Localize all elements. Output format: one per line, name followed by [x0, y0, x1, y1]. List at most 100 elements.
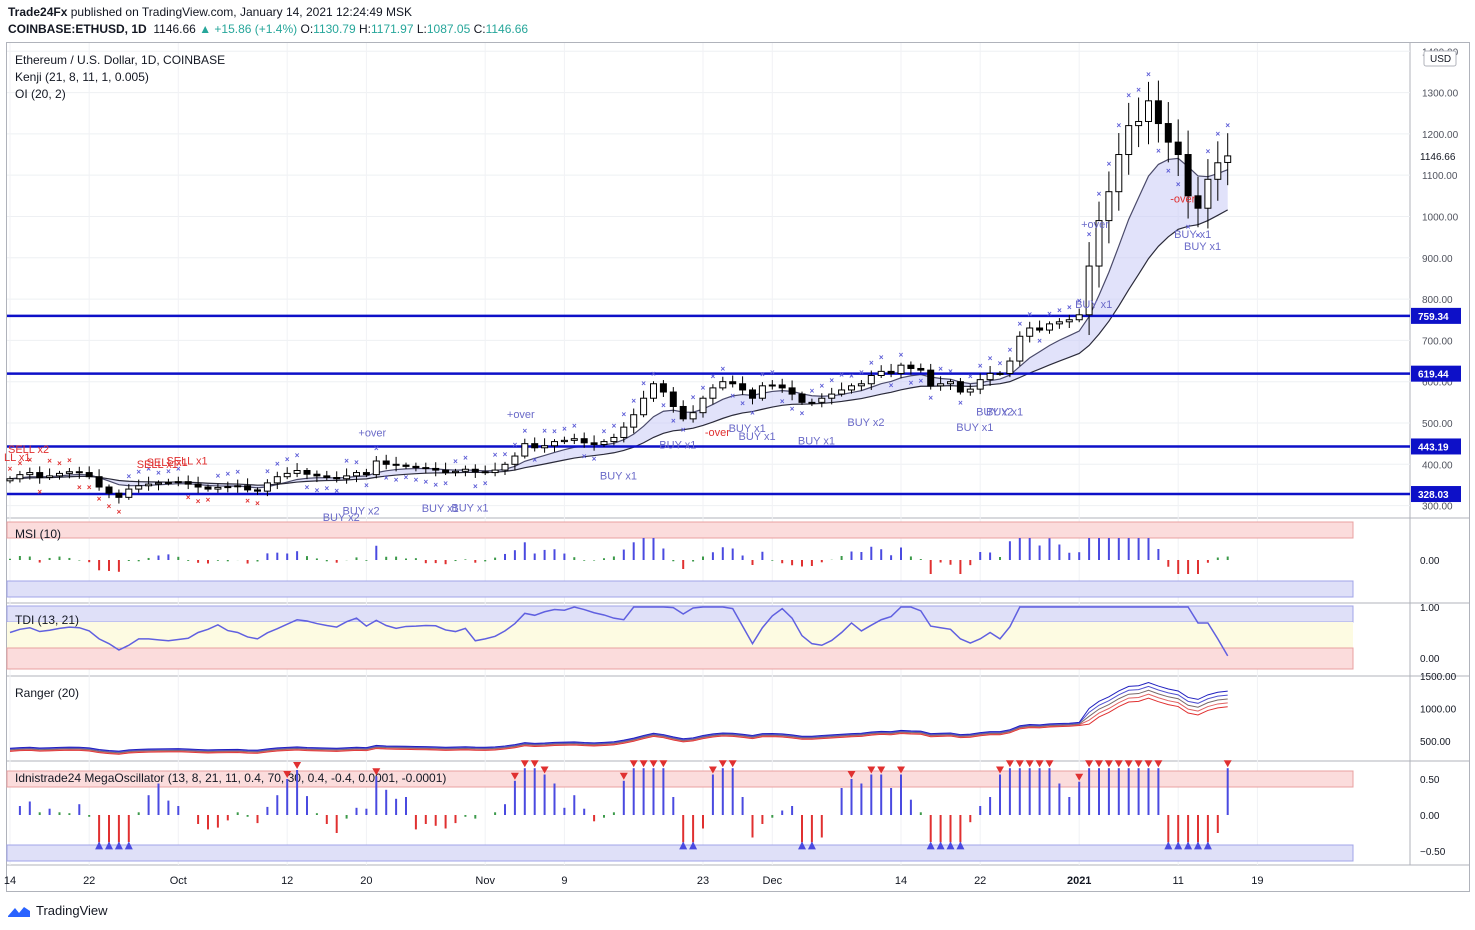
ranger-line — [9, 697, 1228, 755]
buy-signal-label: BUY x1 — [739, 431, 776, 443]
price-tick-label: 1200.00 — [1422, 130, 1459, 141]
currency-badge — [1423, 50, 1457, 67]
candle-body — [313, 473, 321, 477]
tdi-tick-label: 1.00 — [1420, 603, 1440, 614]
candle-body — [1085, 265, 1093, 316]
mega-pane-title: Idnistrade24 MegaOscillator (13, 8, 21, … — [15, 771, 446, 785]
signal-cross-marker: × — [631, 397, 636, 406]
signal-cross-marker: × — [819, 381, 824, 390]
mega-sell-triangle-icon — [728, 760, 737, 768]
chart-frame[interactable] — [6, 42, 1470, 892]
over-label: -over — [705, 427, 730, 439]
price-level-badge — [1411, 365, 1461, 382]
candle-body — [877, 370, 885, 377]
signal-cross-marker: × — [1116, 121, 1121, 130]
signal-cross-marker: × — [1017, 319, 1022, 328]
candle-body — [95, 476, 103, 488]
buy-signal-label: BUY x1 — [986, 406, 1023, 418]
signal-cross-marker: × — [1196, 231, 1201, 240]
signal-cross-marker: × — [562, 425, 567, 434]
candle-body — [828, 393, 836, 399]
signal-cross-marker: × — [265, 467, 270, 476]
signal-cross-marker: × — [285, 455, 290, 464]
candle-body — [461, 468, 469, 472]
mega-sell-triangle-icon — [1223, 760, 1232, 768]
mega-buy-triangle-icon — [95, 841, 104, 850]
mega-buy-triangle-icon — [956, 841, 965, 850]
signal-cross-marker: × — [701, 384, 706, 393]
signal-cross-marker: × — [1136, 86, 1141, 95]
candle-body — [214, 486, 222, 490]
low-value: 1087.05 — [426, 22, 471, 36]
signal-cross-marker: × — [1067, 303, 1072, 312]
candle-body — [194, 483, 202, 488]
mega-buy-triangle-icon — [1203, 841, 1212, 850]
mega-sell-triangle-icon — [996, 766, 1004, 774]
signal-cross-marker: × — [1097, 190, 1102, 199]
candle-body — [303, 470, 311, 475]
candle-body — [323, 475, 331, 479]
ranger-line — [9, 681, 1228, 752]
candle-body — [333, 477, 341, 480]
candle-body — [283, 472, 291, 478]
signal-cross-marker: × — [176, 465, 181, 474]
signal-cross-marker: × — [730, 391, 735, 400]
mega-sell-triangle-icon — [1104, 760, 1113, 768]
mega-buy-triangle-icon — [798, 841, 806, 850]
ranger-pane-title: Ranger (20) — [15, 686, 79, 700]
signal-cross-marker: × — [1008, 345, 1013, 354]
ranger-line — [9, 689, 1228, 754]
signal-cross-marker: × — [532, 456, 537, 465]
mega-sell-triangle-icon — [877, 766, 886, 774]
chart-canvas[interactable]: 300.00 400.00 500.00 600.00 700.00 800.00 900.… — [0, 0, 1475, 895]
signal-cross-marker: × — [790, 404, 795, 413]
footer-brand[interactable]: TradingView — [36, 903, 108, 918]
mega-sell-triangle-icon — [1025, 760, 1034, 768]
signal-cross-marker: × — [1077, 297, 1082, 306]
price-level-label: 328.03 — [1418, 490, 1449, 501]
candle-body — [729, 381, 737, 385]
signal-cross-marker: × — [552, 427, 557, 436]
mega-buy-triangle-icon — [124, 841, 133, 850]
signal-cross-marker: × — [513, 440, 518, 449]
time-tick-label: 11 — [1172, 875, 1183, 887]
time-tick-label: Nov — [475, 875, 495, 887]
sell-signal-label: SELL x1 — [147, 457, 188, 469]
buy-signal-label: BUY x1 — [1075, 299, 1112, 311]
candle-body — [907, 364, 915, 369]
footer: TradingView — [8, 903, 108, 918]
mega-sell-triangle-icon — [867, 766, 876, 774]
candle-body — [65, 471, 73, 474]
signal-cross-marker: × — [889, 381, 894, 390]
candle-body — [758, 385, 766, 399]
candle-body — [679, 405, 687, 420]
sell-signal-label: SELL x1 — [166, 455, 207, 467]
candle-body — [481, 471, 489, 474]
signal-cross-marker: × — [463, 454, 468, 463]
signal-cross-marker: × — [1176, 180, 1181, 189]
signal-cross-marker: × — [810, 387, 815, 396]
signal-cross-marker: × — [136, 468, 141, 477]
signal-cross-marker: × — [1126, 91, 1131, 100]
candle-body — [541, 445, 549, 449]
ranger-tick-label: 500.00 — [1420, 737, 1451, 748]
signal-cross-marker: × — [117, 508, 122, 517]
ranger-line — [9, 693, 1228, 754]
signal-cross-marker: × — [740, 399, 745, 408]
mega-buy-triangle-icon — [114, 841, 123, 850]
candle-body — [580, 438, 588, 444]
candle-body — [551, 441, 558, 447]
candle-body — [36, 472, 44, 479]
time-tick-label: 23 — [697, 875, 709, 887]
signal-cross-marker: × — [433, 480, 438, 489]
candle-body — [105, 486, 113, 494]
signal-cross-marker: × — [1146, 70, 1151, 79]
price-tick-label: 1000.00 — [1422, 212, 1459, 223]
sell-signal-label: SELL x2 — [8, 444, 49, 456]
publisher-name[interactable]: Trade24Fx — [8, 5, 68, 19]
candle-body — [224, 486, 232, 489]
mega-sell-triangle-icon — [1114, 760, 1123, 768]
candle-body — [1194, 195, 1202, 209]
signal-cross-marker: × — [829, 376, 834, 385]
msi-pane-title: MSI (10) — [15, 527, 61, 541]
